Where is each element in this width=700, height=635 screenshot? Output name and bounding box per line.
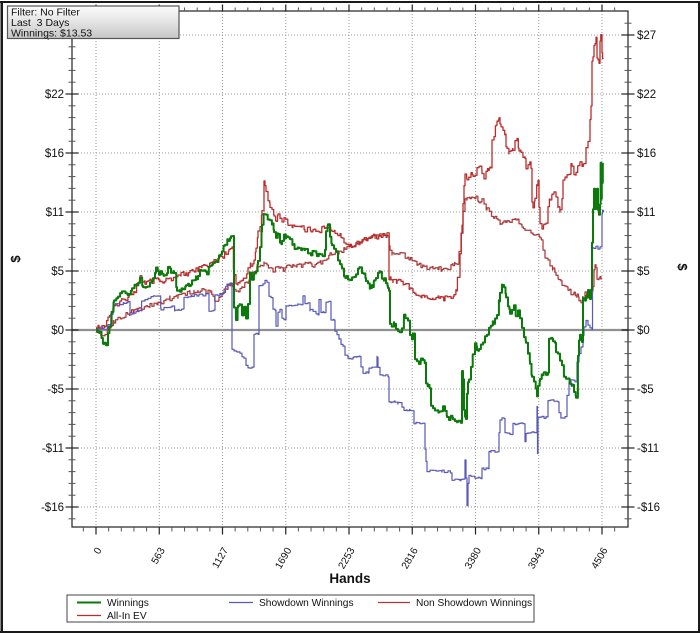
svg-text:$16: $16 (45, 148, 64, 160)
svg-text:$: $ (8, 255, 23, 263)
svg-text:$11: $11 (637, 207, 655, 219)
svg-text:$11: $11 (46, 207, 64, 219)
svg-text:-$16: -$16 (41, 502, 64, 514)
svg-text:$22: $22 (637, 89, 656, 101)
svg-text:$0: $0 (637, 325, 650, 337)
svg-text:Winnings: $13.53: Winnings: $13.53 (11, 28, 92, 40)
svg-text:-$16: -$16 (637, 502, 660, 514)
svg-text:Last 3 Days: Last 3 Days (11, 17, 69, 29)
svg-text:Showdown Winnings: Showdown Winnings (259, 598, 354, 609)
svg-text:$5: $5 (51, 266, 64, 278)
svg-text:-$5: -$5 (47, 384, 64, 396)
svg-text:$: $ (675, 263, 690, 271)
svg-text:-$11: -$11 (42, 443, 64, 455)
svg-text:0: 0 (92, 546, 105, 557)
svg-text:Hands: Hands (329, 571, 370, 586)
svg-text:Winnings: Winnings (107, 598, 149, 609)
svg-text:$27: $27 (637, 30, 656, 42)
svg-text:All-In EV: All-In EV (107, 611, 147, 622)
svg-text:-$5: -$5 (637, 384, 654, 396)
svg-text:$5: $5 (637, 266, 650, 278)
svg-text:$22: $22 (45, 89, 64, 101)
svg-text:Non Showdown Winnings: Non Showdown Winnings (416, 598, 532, 609)
svg-text:$0: $0 (51, 325, 64, 337)
svg-text:-$11: -$11 (637, 443, 659, 455)
svg-text:$16: $16 (637, 148, 656, 160)
svg-text:Filter: No Filter: Filter: No Filter (11, 7, 80, 19)
